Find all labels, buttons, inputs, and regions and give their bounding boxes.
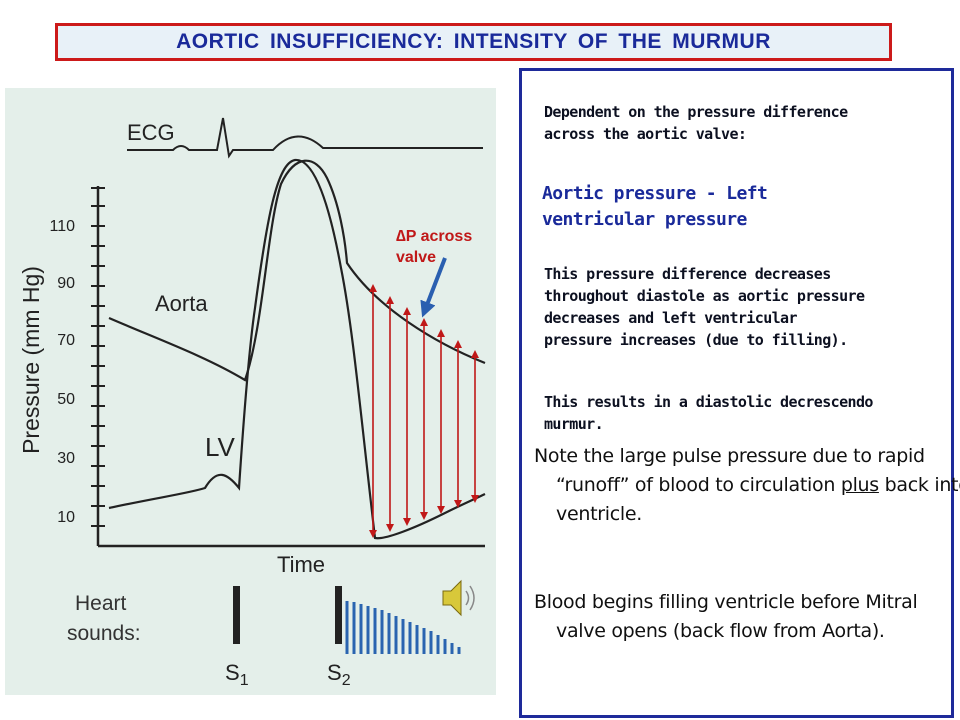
note-mitral-backflow: Blood begins filling ventricle before Mi… [534,591,918,642]
p4-line-1: This results in a diastolic decrescendo [544,393,873,411]
note-1-part-a: Note the large pulse pressure due to rap… [534,445,925,496]
y-ticks [91,187,105,527]
p1-line-1: Dependent on the pressure difference [544,103,848,121]
y-tick-50: 50 [57,391,75,408]
s2-sound-bar [335,586,342,644]
pressure-difference-label-line-1: ∆P across [396,228,473,245]
p3-line-2: throughout diastole as aortic pressure [544,287,865,305]
s1-sound-bar [233,586,240,644]
pressure-diagram: ECG 110 90 70 50 [5,88,496,695]
paragraph-decrease: This pressure difference decreases throu… [544,263,954,351]
title-banner: AORTIC INSUFFICIENCY: INTENSITY OF THE M… [55,23,892,61]
aorta-curve [108,159,486,382]
pressure-difference-label: ∆P across valve [396,226,506,268]
p4-line-2: murmur. [544,415,604,433]
note-1-underlined-word: plus [840,474,879,496]
ecg-trace [127,117,483,159]
paragraph-dependence: Dependent on the pressure difference acr… [544,101,954,145]
y-tick-30: 30 [57,450,75,467]
paragraph-pressure-formula: Aortic pressure - Left ventricular press… [542,181,942,233]
s2-label: S2 [327,660,351,689]
y-tick-10: 10 [57,509,75,526]
pressure-difference-arrows [369,284,479,538]
speaker-icon[interactable] [442,579,475,617]
lv-curve [108,158,486,540]
y-axis-label: Pressure (mm Hg) [18,266,44,454]
heart-sounds-label-2: sounds: [67,622,141,645]
x-axis-label: Time [277,552,325,577]
slide-title: AORTIC INSUFFICIENCY: INTENSITY OF THE M… [176,30,771,53]
aorta-label: Aorta [155,291,208,316]
s1-label: S1 [225,660,249,689]
pressure-diagram-svg: ECG 110 90 70 50 [18,117,486,689]
p2-line-1: Aortic pressure - Left [542,183,768,204]
paragraph-decrescendo: This results in a diastolic decrescendo … [544,391,954,435]
diastolic-murmur-lines [345,601,461,654]
note-1-part-b: back into ventricle. [556,474,960,525]
p3-line-3: decreases and left ventricular [544,309,798,327]
dp-pointer-arrow [420,257,447,318]
pressure-difference-label-line-2: valve [396,249,437,266]
ecg-label: ECG [127,120,175,145]
p1-line-2: across the aortic valve: [544,125,747,143]
lv-label: LV [205,432,236,462]
note-pulse-pressure: Note the large pulse pressure due to rap… [534,442,960,529]
heart-sounds-label-1: Heart [75,592,127,615]
y-tick-90: 90 [57,275,75,292]
p2-line-2: ventricular pressure [542,209,747,230]
p3-line-4: pressure increases (due to filling). [544,331,848,349]
y-tick-110: 110 [49,218,75,235]
p3-line-1: This pressure difference decreases [544,265,831,283]
explanation-panel: Dependent on the pressure difference acr… [519,68,960,718]
y-tick-70: 70 [57,332,75,349]
